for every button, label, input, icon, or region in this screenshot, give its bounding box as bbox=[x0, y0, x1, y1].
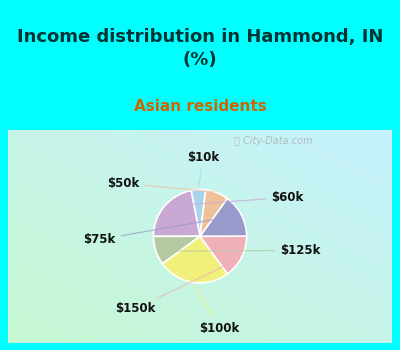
Wedge shape bbox=[154, 236, 200, 264]
Text: ⓘ City-Data.com: ⓘ City-Data.com bbox=[234, 136, 312, 146]
Wedge shape bbox=[191, 190, 206, 236]
Text: $100k: $100k bbox=[194, 285, 240, 335]
Text: $150k: $150k bbox=[115, 259, 240, 315]
Text: $50k: $50k bbox=[108, 177, 214, 192]
Text: $75k: $75k bbox=[84, 215, 239, 246]
Text: Asian residents: Asian residents bbox=[134, 99, 266, 114]
Text: Income distribution in Hammond, IN
(%): Income distribution in Hammond, IN (%) bbox=[17, 28, 383, 69]
Wedge shape bbox=[162, 236, 228, 283]
Wedge shape bbox=[200, 198, 246, 236]
Wedge shape bbox=[200, 190, 227, 236]
Wedge shape bbox=[200, 236, 246, 274]
Text: $60k: $60k bbox=[166, 191, 304, 206]
Text: $125k: $125k bbox=[158, 244, 320, 257]
Wedge shape bbox=[154, 190, 200, 236]
Text: $10k: $10k bbox=[187, 151, 219, 186]
